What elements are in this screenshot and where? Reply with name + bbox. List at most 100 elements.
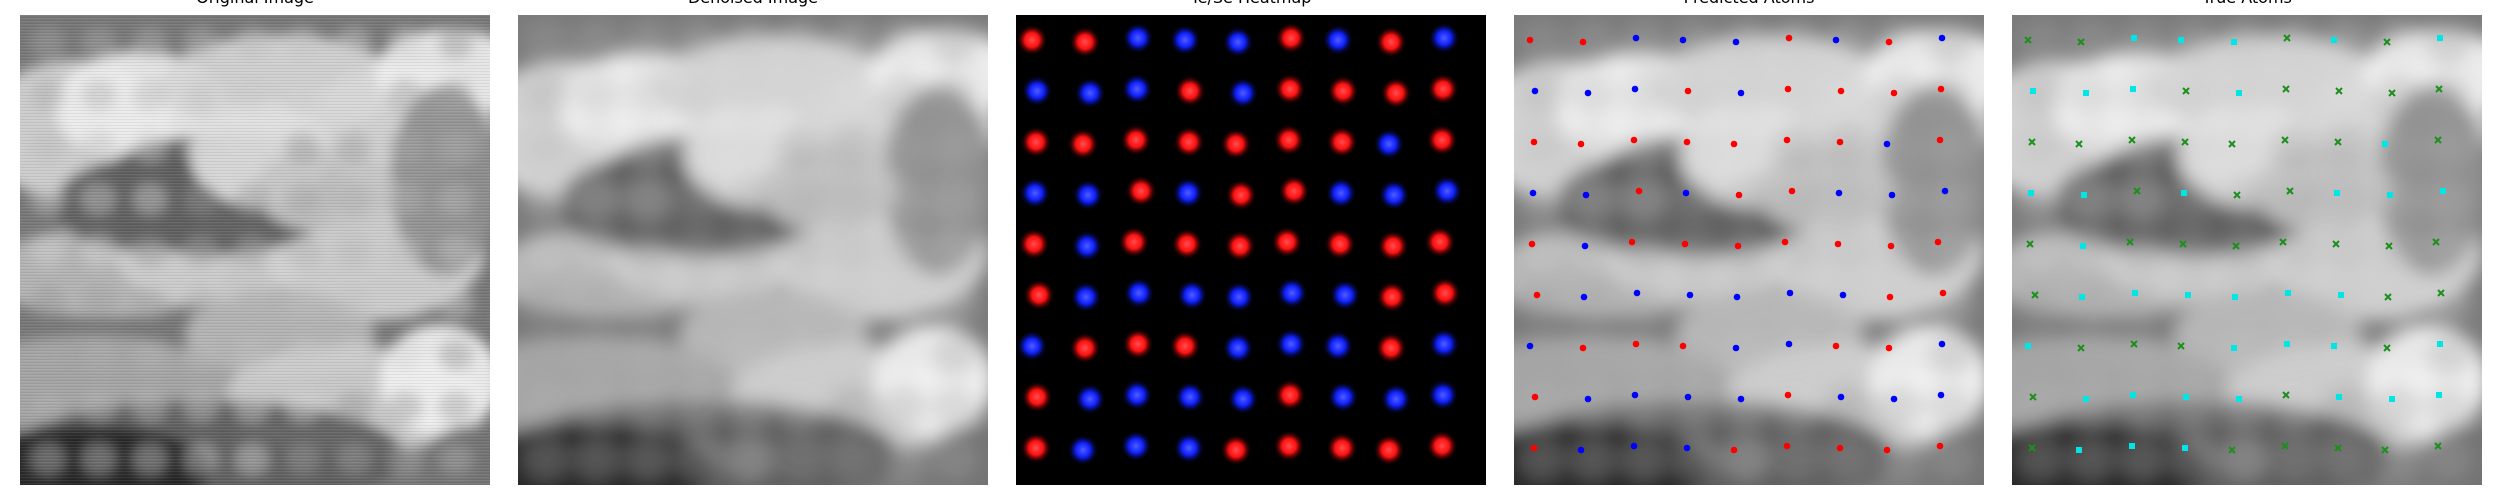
true-atom-6-4 [2231, 345, 2237, 351]
true-atom-8-8 [2434, 442, 2442, 450]
heatmap-atom-4-4 [1224, 230, 1256, 262]
true-atom-8-0 [2028, 444, 2036, 452]
predicted-atom-5-4 [1733, 293, 1741, 301]
predicted-atom-5-3 [1686, 291, 1694, 299]
panel-title-original-image: Original Image [20, 0, 490, 8]
predicted-atom-1-1 [1584, 89, 1592, 97]
true-atom-7-1 [2083, 396, 2089, 402]
true-atom-1-8 [2435, 85, 2443, 93]
te-se-heatmap-image [1016, 15, 1486, 485]
heatmap-atom-0-8 [1428, 22, 1460, 54]
predicted-atom-4-6 [1834, 240, 1842, 248]
heatmap-atom-3-8 [1431, 175, 1463, 207]
predicted-atom-6-0 [1526, 342, 1534, 350]
predicted-atom-4-3 [1681, 240, 1689, 248]
heatmap-atom-1-0 [1021, 75, 1053, 107]
heatmap-atom-4-6 [1324, 228, 1356, 260]
true-atom-5-4 [2232, 294, 2238, 300]
heatmap-atom-0-5 [1275, 22, 1307, 54]
true-atom-6-3 [2177, 342, 2185, 350]
true-atom-5-0 [2031, 291, 2039, 299]
heatmap-atom-4-8 [1424, 226, 1456, 258]
heatmap-atom-7-3 [1174, 381, 1206, 413]
panel-title-predicted-atoms: Predicted Atoms [1514, 0, 1984, 8]
predicted-atom-2-5 [1783, 136, 1791, 144]
predicted-atom-8-3 [1683, 444, 1691, 452]
true-atom-6-8 [2437, 341, 2443, 347]
predicted-atom-8-7 [1883, 446, 1891, 454]
true-atom-0-0 [2024, 36, 2032, 44]
panel-denoised-image: Denoised Image [518, 0, 988, 500]
heatmap-atom-5-7 [1376, 281, 1408, 313]
heatmap-atom-2-6 [1326, 126, 1358, 158]
heatmap-atom-1-6 [1327, 75, 1359, 107]
heatmap-atom-4-0 [1018, 228, 1050, 260]
heatmap-atom-0-4 [1222, 26, 1254, 58]
heatmap-atom-6-2 [1122, 328, 1154, 360]
predicted-atom-3-8 [1941, 187, 1949, 195]
heatmap-atom-0-7 [1375, 26, 1407, 58]
true-atom-2-7 [2382, 141, 2388, 147]
heatmap-atom-0-3 [1169, 24, 1201, 56]
true-atom-7-5 [2282, 391, 2290, 399]
true-atom-8-6 [2334, 444, 2342, 452]
true-atom-3-1 [2081, 192, 2087, 198]
true-atom-5-8 [2437, 289, 2445, 297]
heatmap-atom-8-0 [1020, 432, 1052, 464]
heatmap-atom-4-7 [1377, 230, 1409, 262]
true-atom-2-5 [2281, 136, 2289, 144]
heatmap-atom-8-3 [1173, 432, 1205, 464]
predicted-atom-2-4 [1730, 140, 1738, 148]
predicted-atom-3-4 [1735, 191, 1743, 199]
predicted-atom-4-8 [1934, 238, 1942, 246]
predicted-atom-1-7 [1890, 89, 1898, 97]
true-atom-4-1 [2080, 243, 2086, 249]
panel-title-te-se-heatmap: Te/Se Heatmap [1016, 0, 1486, 8]
predicted-atom-8-1 [1577, 446, 1585, 454]
heatmap-atom-4-2 [1118, 226, 1150, 258]
heatmap-atom-5-0 [1023, 279, 1055, 311]
heatmap-atom-3-4 [1225, 179, 1257, 211]
true-atom-2-3 [2181, 138, 2189, 146]
true-atom-8-1 [2076, 447, 2082, 453]
predicted-atom-8-8 [1936, 442, 1944, 450]
true-atom-4-7 [2385, 242, 2393, 250]
heatmap-atom-4-5 [1271, 226, 1303, 258]
heatmap-atom-2-0 [1020, 126, 1052, 158]
true-atom-8-7 [2381, 446, 2389, 454]
predicted-atoms-canvas [1514, 15, 1984, 485]
heatmap-atom-7-1 [1074, 383, 1106, 415]
heatmap-atom-5-8 [1429, 277, 1461, 309]
predicted-atom-4-5 [1781, 238, 1789, 246]
true-atom-2-4 [2228, 140, 2236, 148]
true-atom-5-7 [2384, 293, 2392, 301]
predicted-atom-3-3 [1682, 189, 1690, 197]
heatmap-atom-2-1 [1067, 128, 1099, 160]
heatmap-atom-3-2 [1125, 175, 1157, 207]
heatmap-atom-3-0 [1019, 177, 1051, 209]
predicted-atom-6-7 [1885, 344, 1893, 352]
heatmap-atom-5-4 [1223, 281, 1255, 313]
true-atom-1-5 [2282, 85, 2290, 93]
heatmap-atom-6-6 [1322, 330, 1354, 362]
predicted-atom-5-0 [1533, 291, 1541, 299]
true-atom-7-8 [2436, 392, 2442, 398]
true-atom-8-3 [2182, 445, 2188, 451]
true-atom-1-1 [2083, 90, 2089, 96]
predicted-atom-0-2 [1632, 34, 1640, 42]
heatmap-atom-6-4 [1222, 332, 1254, 364]
heatmap-atom-4-1 [1071, 230, 1103, 262]
true-atom-5-1 [2079, 294, 2085, 300]
heatmap-atom-6-3 [1169, 330, 1201, 362]
heatmap-atom-8-2 [1120, 430, 1152, 462]
heatmap-atom-8-6 [1326, 432, 1358, 464]
true-atom-1-4 [2236, 90, 2242, 96]
heatmap-atom-5-2 [1123, 277, 1155, 309]
true-atom-1-6 [2335, 87, 2343, 95]
true-atom-2-0 [2028, 138, 2036, 146]
heatmap-atom-1-2 [1121, 73, 1153, 105]
heatmap-atom-6-0 [1016, 330, 1048, 362]
true-atom-5-3 [2185, 292, 2191, 298]
predicted-atom-8-4 [1730, 446, 1738, 454]
